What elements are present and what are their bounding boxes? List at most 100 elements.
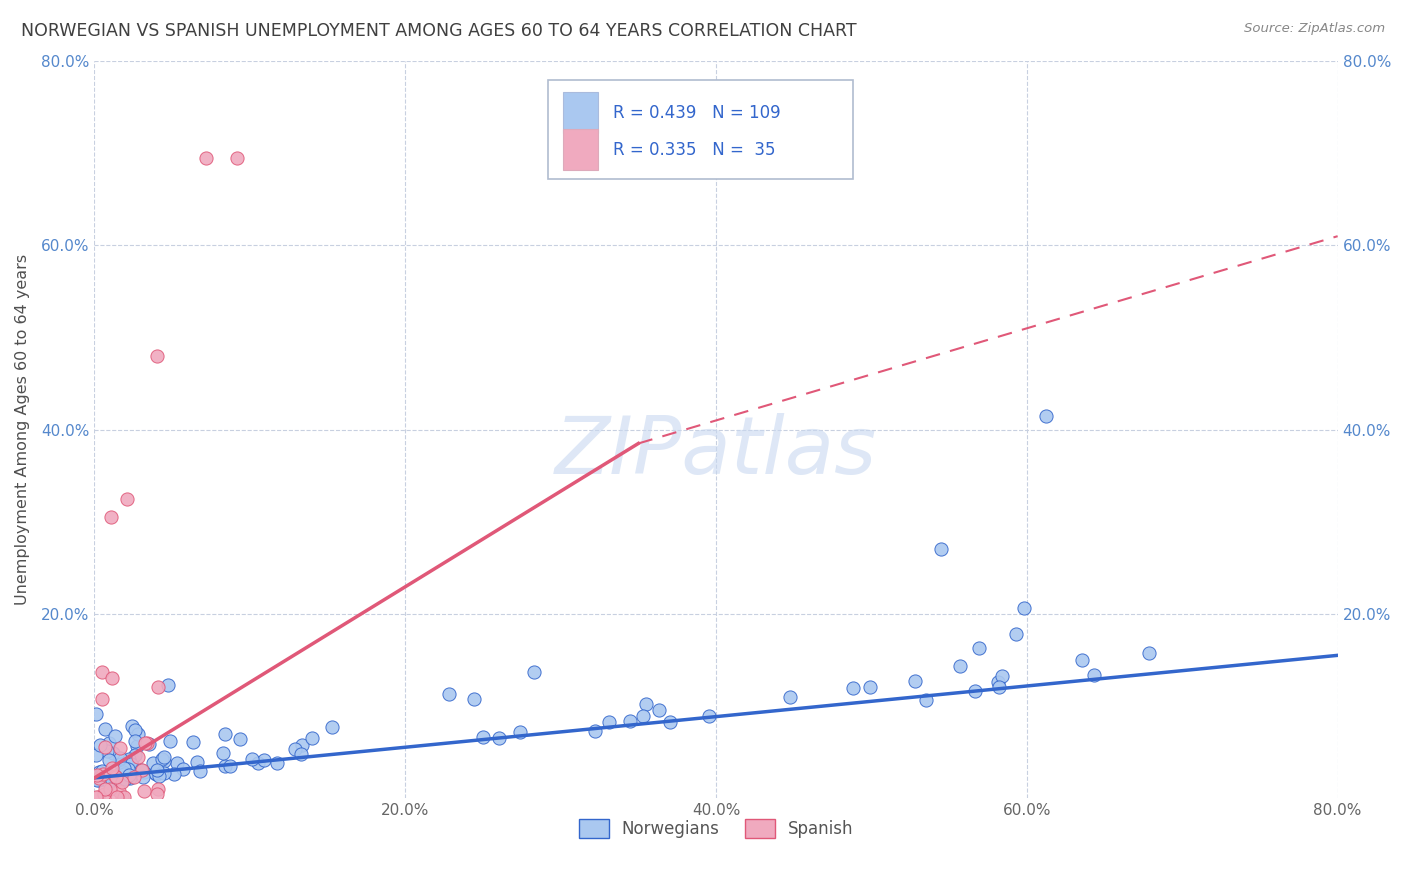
Point bbox=[87, 772, 110, 786]
Point bbox=[146, 764, 169, 778]
Point bbox=[218, 759, 240, 773]
Point bbox=[111, 790, 134, 805]
FancyBboxPatch shape bbox=[548, 79, 853, 179]
Point bbox=[112, 765, 135, 780]
Point bbox=[143, 766, 166, 780]
Point bbox=[301, 731, 323, 745]
Point bbox=[96, 744, 118, 758]
Point bbox=[112, 761, 135, 775]
Point bbox=[214, 727, 236, 741]
Point bbox=[619, 714, 641, 729]
Point bbox=[145, 766, 167, 780]
Point bbox=[98, 754, 121, 768]
Point bbox=[122, 770, 145, 784]
Point bbox=[159, 733, 181, 747]
Point bbox=[124, 733, 146, 747]
Point bbox=[134, 764, 156, 779]
Y-axis label: Unemployment Among Ages 60 to 64 years: Unemployment Among Ages 60 to 64 years bbox=[15, 254, 30, 605]
Point bbox=[290, 747, 312, 761]
Point bbox=[172, 762, 194, 776]
Bar bbox=[564, 93, 598, 133]
Point bbox=[437, 687, 460, 701]
Point bbox=[146, 681, 169, 695]
Point bbox=[509, 724, 531, 739]
Point bbox=[156, 678, 179, 692]
Point bbox=[125, 739, 148, 753]
Point bbox=[108, 770, 131, 784]
Point bbox=[120, 757, 142, 772]
Point bbox=[118, 772, 141, 786]
Point bbox=[633, 708, 655, 723]
Point bbox=[634, 697, 657, 711]
Point bbox=[1071, 653, 1094, 667]
Point bbox=[987, 680, 1010, 694]
Point bbox=[87, 771, 110, 785]
Point bbox=[1137, 646, 1160, 660]
Point bbox=[108, 741, 131, 756]
Point bbox=[131, 763, 153, 777]
Point bbox=[104, 769, 127, 783]
Point bbox=[929, 542, 952, 557]
Point bbox=[100, 510, 122, 524]
Point bbox=[987, 675, 1010, 690]
Point bbox=[91, 766, 114, 780]
Point bbox=[648, 703, 671, 717]
Legend: Norwegians, Spanish: Norwegians, Spanish bbox=[572, 813, 860, 845]
Point bbox=[188, 764, 211, 778]
Point bbox=[94, 723, 117, 737]
Text: R = 0.335   N =  35: R = 0.335 N = 35 bbox=[613, 141, 775, 159]
Point bbox=[1035, 409, 1057, 423]
Point bbox=[583, 724, 606, 739]
Point bbox=[115, 758, 138, 772]
Point bbox=[115, 772, 138, 786]
Point bbox=[146, 787, 169, 801]
Point bbox=[121, 719, 143, 733]
Point bbox=[118, 768, 141, 782]
Point bbox=[463, 691, 485, 706]
Point bbox=[186, 756, 208, 770]
Point bbox=[266, 756, 288, 771]
Point bbox=[991, 669, 1014, 683]
Point bbox=[659, 714, 682, 729]
Point bbox=[91, 691, 114, 706]
Point bbox=[291, 738, 314, 752]
Point bbox=[138, 737, 160, 751]
Point bbox=[110, 757, 132, 772]
Point bbox=[100, 761, 122, 775]
Point bbox=[117, 769, 139, 783]
Point bbox=[101, 772, 124, 787]
Point bbox=[779, 690, 801, 705]
Point bbox=[142, 756, 165, 770]
Point bbox=[471, 730, 494, 744]
Point bbox=[101, 671, 124, 685]
Point bbox=[240, 752, 263, 766]
Point bbox=[226, 151, 249, 165]
Point bbox=[148, 769, 170, 783]
Point bbox=[214, 758, 236, 772]
Point bbox=[107, 772, 129, 787]
Point bbox=[246, 756, 269, 770]
Point bbox=[91, 764, 114, 778]
Point bbox=[903, 674, 925, 689]
Point bbox=[145, 349, 167, 363]
Text: R = 0.439   N = 109: R = 0.439 N = 109 bbox=[613, 103, 780, 121]
Point bbox=[967, 641, 990, 656]
Point bbox=[84, 707, 107, 722]
Point bbox=[107, 783, 129, 797]
Point bbox=[114, 772, 136, 787]
Point bbox=[86, 772, 108, 787]
Point bbox=[183, 735, 205, 749]
Text: NORWEGIAN VS SPANISH UNEMPLOYMENT AMONG AGES 60 TO 64 YEARS CORRELATION CHART: NORWEGIAN VS SPANISH UNEMPLOYMENT AMONG … bbox=[21, 22, 856, 40]
Point bbox=[105, 770, 128, 784]
Point bbox=[153, 754, 176, 768]
Point bbox=[150, 751, 173, 765]
Point bbox=[108, 767, 131, 781]
Point bbox=[111, 775, 134, 789]
Point bbox=[121, 752, 143, 766]
Point bbox=[166, 756, 188, 770]
Point bbox=[96, 773, 118, 788]
Point bbox=[1004, 627, 1026, 641]
Point bbox=[103, 729, 125, 743]
Point bbox=[91, 665, 114, 679]
Point bbox=[152, 766, 174, 780]
